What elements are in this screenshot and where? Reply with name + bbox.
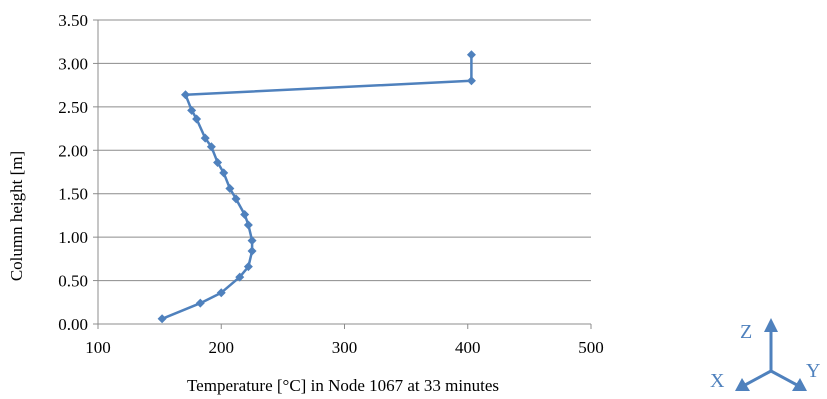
data-point-8 [240, 210, 250, 220]
x-tick-label-1: 200 [209, 338, 235, 357]
data-point-14 [200, 133, 210, 143]
triad-y-arrowhead [792, 378, 807, 391]
data-point-10 [225, 184, 235, 194]
y-axis-title: Column height [m] [7, 151, 26, 281]
y-tick-label-5: 2.50 [58, 98, 88, 117]
data-point-19 [466, 50, 476, 60]
y-tick-label-1: 0.50 [58, 272, 88, 291]
y-tick-label-0: 0.00 [58, 315, 88, 334]
data-point-11 [219, 168, 229, 178]
data-point-2 [216, 288, 226, 298]
data-point-6 [247, 236, 257, 246]
series-temperature [157, 50, 476, 324]
data-point-17 [181, 90, 191, 100]
data-point-4 [243, 262, 253, 272]
data-point-13 [206, 142, 216, 152]
x-tick-label-3: 400 [455, 338, 481, 357]
data-point-16 [187, 105, 197, 115]
data-point-0 [157, 314, 167, 324]
data-point-9 [231, 194, 241, 204]
triad-z-arrowhead [764, 318, 778, 332]
y-tick-label-4: 2.00 [58, 141, 88, 160]
x-tick-label-4: 500 [578, 338, 604, 357]
triad-x-axis [744, 369, 772, 387]
y-tick-label-6: 3.00 [58, 54, 88, 73]
data-point-15 [192, 114, 202, 124]
y-axis-tick-labels: 0.00 0.50 1.00 1.50 2.00 2.50 3.00 3.50 [58, 11, 88, 334]
series-line-0 [161, 54, 473, 320]
data-point-1 [195, 298, 205, 308]
y-tick-label-7: 3.50 [58, 11, 88, 30]
x-tick-label-0: 100 [85, 338, 111, 357]
data-point-18 [466, 76, 476, 86]
y-tick-label-3: 1.50 [58, 185, 88, 204]
gridlines [98, 19, 591, 282]
coordinate-triad: Z X Y [710, 318, 820, 392]
data-point-3 [235, 272, 245, 282]
triad-y-label: Y [806, 360, 820, 382]
x-axis-title: Temperature [°C] in Node 1067 at 33 minu… [187, 376, 499, 395]
triad-x-arrowhead [735, 378, 750, 391]
axes [93, 19, 592, 329]
triad-z-label: Z [740, 321, 752, 343]
x-axis-tick-labels: 100 200 300 400 500 [85, 338, 604, 357]
triad-x-label: X [710, 370, 725, 392]
triad-y-axis [770, 369, 798, 387]
y-tick-label-2: 1.00 [58, 228, 88, 247]
data-point-12 [213, 157, 223, 167]
data-point-5 [247, 246, 257, 256]
x-tick-label-2: 300 [332, 338, 358, 357]
data-point-7 [243, 220, 253, 230]
